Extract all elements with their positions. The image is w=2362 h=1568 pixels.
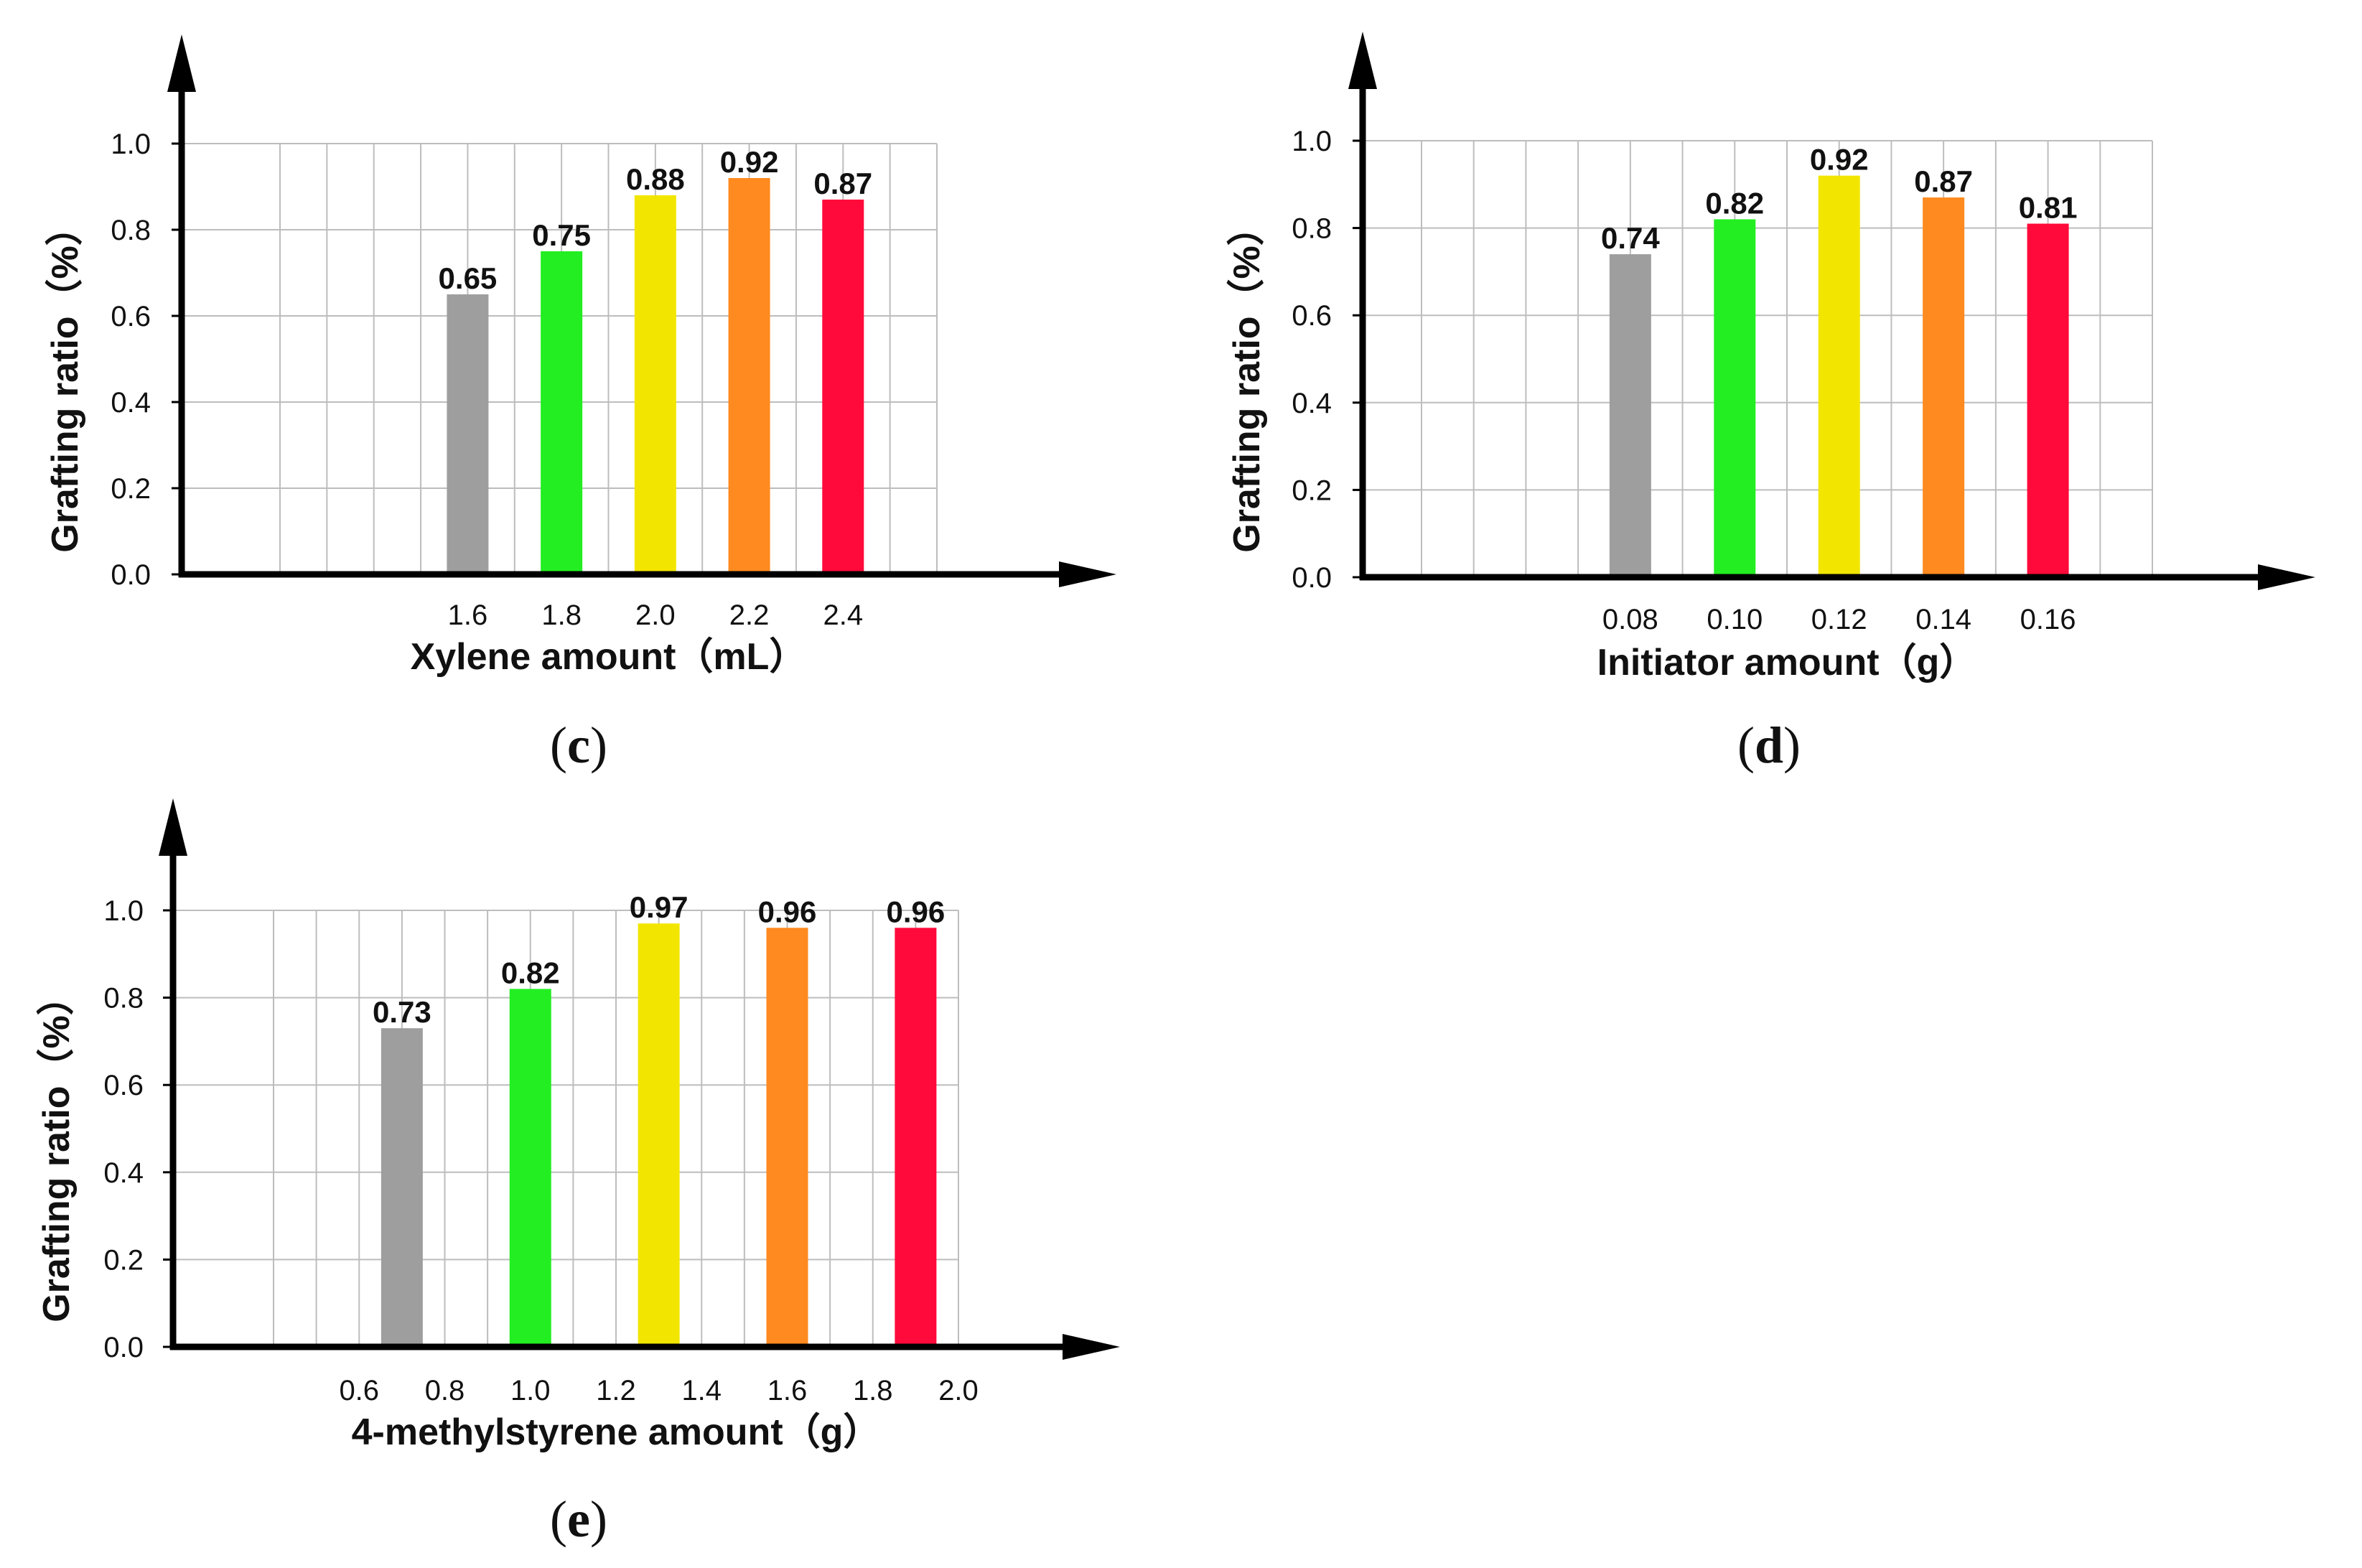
x-tick-label: 1.4 [681, 1375, 722, 1406]
y-axis-title: Grafting ratio（%） [45, 208, 86, 553]
data-label: 0.92 [720, 145, 779, 179]
bar-1.9 [895, 928, 937, 1347]
chart-panel-d: 0.0 0.2 0.4 0.6 0.8 1.0 0.74 0.82 0.92 0.87 0.81 0.… [1226, 32, 2315, 683]
y-tick-label: 0.0 [103, 1332, 144, 1363]
data-label: 0.73 [373, 995, 431, 1029]
x-tick-label: 0.08 [1602, 604, 1658, 635]
data-label: 0.88 [626, 162, 685, 196]
data-label: 0.97 [630, 890, 688, 924]
x-axis-arrow-icon [1063, 1334, 1120, 1360]
x-tick-label: 2.4 [823, 599, 863, 631]
y-axis-arrow-icon [167, 34, 196, 92]
y-axis-arrow-icon [159, 798, 187, 856]
x-tick-label: 1.6 [448, 599, 488, 631]
x-axis-title: Initiator amount（g） [1597, 642, 1977, 683]
bar-0.10 [1714, 219, 1756, 577]
data-label: 0.87 [813, 167, 872, 200]
data-label: 0.82 [501, 956, 560, 989]
x-tick-label: 0.6 [339, 1375, 379, 1406]
bar-1.0 [509, 989, 551, 1347]
y-tick-label: 0.0 [1292, 562, 1332, 594]
x-tick-label: 0.16 [2020, 604, 2076, 635]
x-axis-title: Xylene amount（mL） [411, 636, 807, 678]
y-tick-label: 0.4 [1292, 388, 1332, 419]
data-label: 0.65 [439, 261, 498, 295]
bar-0.08 [1609, 254, 1651, 577]
data-label: 0.87 [1914, 164, 1973, 198]
y-tick-label: 0.6 [111, 301, 151, 332]
y-axis-title: Grafting ratio（%） [1226, 208, 1268, 553]
chart-panel-c: 0.0 0.2 0.4 0.6 0.8 1.0 0.65 0.75 0.88 0.92 0.87 1.… [45, 34, 1116, 678]
bar-0.14 [1923, 197, 1965, 577]
y-axis-title: Grafting ratio（%） [36, 978, 78, 1322]
data-label: 0.96 [758, 895, 817, 928]
x-axis-arrow-icon [1059, 561, 1116, 587]
y-tick-label: 0.6 [103, 1070, 144, 1101]
bar-1.6 [447, 294, 489, 574]
y-tick-label: 0.6 [1292, 300, 1332, 332]
bar-1.3 [638, 923, 680, 1347]
x-tick-label: 2.2 [729, 599, 770, 631]
bar-0.16 [2027, 223, 2069, 577]
y-tick-label: 1.0 [103, 895, 144, 927]
bar-0.12 [1818, 175, 1860, 577]
y-tick-label: 0.4 [111, 387, 151, 419]
y-tick-label: 0.4 [103, 1157, 144, 1189]
x-axis-arrow-icon [2258, 564, 2315, 590]
chart-panel-e: 0.0 0.2 0.4 0.6 0.8 1.0 0.73 0.82 0.97 0.96 0.96 0.… [36, 798, 1120, 1453]
x-tick-label: 0.12 [1811, 604, 1867, 635]
x-tick-label: 1.8 [541, 599, 582, 631]
x-tick-label: 2.0 [635, 599, 676, 631]
y-tick-label: 0.0 [111, 559, 151, 591]
bar-1.6 [766, 928, 808, 1347]
x-tick-label: 0.14 [1915, 604, 1971, 635]
bar-1.8 [541, 251, 583, 574]
x-tick-label: 1.2 [596, 1375, 636, 1406]
y-tick-label: 1.0 [111, 129, 151, 160]
x-tick-label: 1.6 [767, 1375, 808, 1406]
panel-label-c: (c) [550, 717, 607, 774]
x-tick-label: 0.10 [1707, 604, 1763, 635]
panel-label-d: (d) [1737, 717, 1801, 774]
y-tick-label: 0.8 [103, 983, 144, 1014]
y-tick-label: 0.2 [1292, 475, 1332, 506]
bar-2.2 [728, 178, 770, 574]
data-label: 0.82 [1705, 186, 1764, 220]
y-tick-label: 1.0 [1292, 126, 1332, 157]
x-axis-title: 4-methylstyrene amount（g） [352, 1411, 881, 1453]
panel-label-e: (e) [550, 1490, 607, 1548]
data-label: 0.74 [1601, 221, 1660, 255]
x-tick-label: 1.0 [510, 1375, 551, 1406]
y-tick-label: 0.8 [1292, 213, 1332, 245]
data-label: 0.75 [532, 218, 591, 252]
y-tick-label: 0.2 [111, 473, 151, 505]
data-label: 0.92 [1810, 143, 1869, 177]
data-label: 0.96 [887, 895, 946, 928]
x-tick-label: 2.0 [938, 1375, 979, 1406]
bar-2.0 [634, 195, 676, 574]
bar-0.7 [381, 1028, 423, 1347]
data-label: 0.81 [2019, 191, 2078, 225]
x-tick-label: 1.8 [853, 1375, 893, 1406]
x-tick-label: 0.8 [425, 1375, 465, 1406]
y-tick-label: 0.8 [111, 215, 151, 246]
y-axis-arrow-icon [1348, 32, 1377, 89]
bar-2.4 [822, 200, 864, 574]
y-tick-label: 0.2 [103, 1244, 144, 1276]
